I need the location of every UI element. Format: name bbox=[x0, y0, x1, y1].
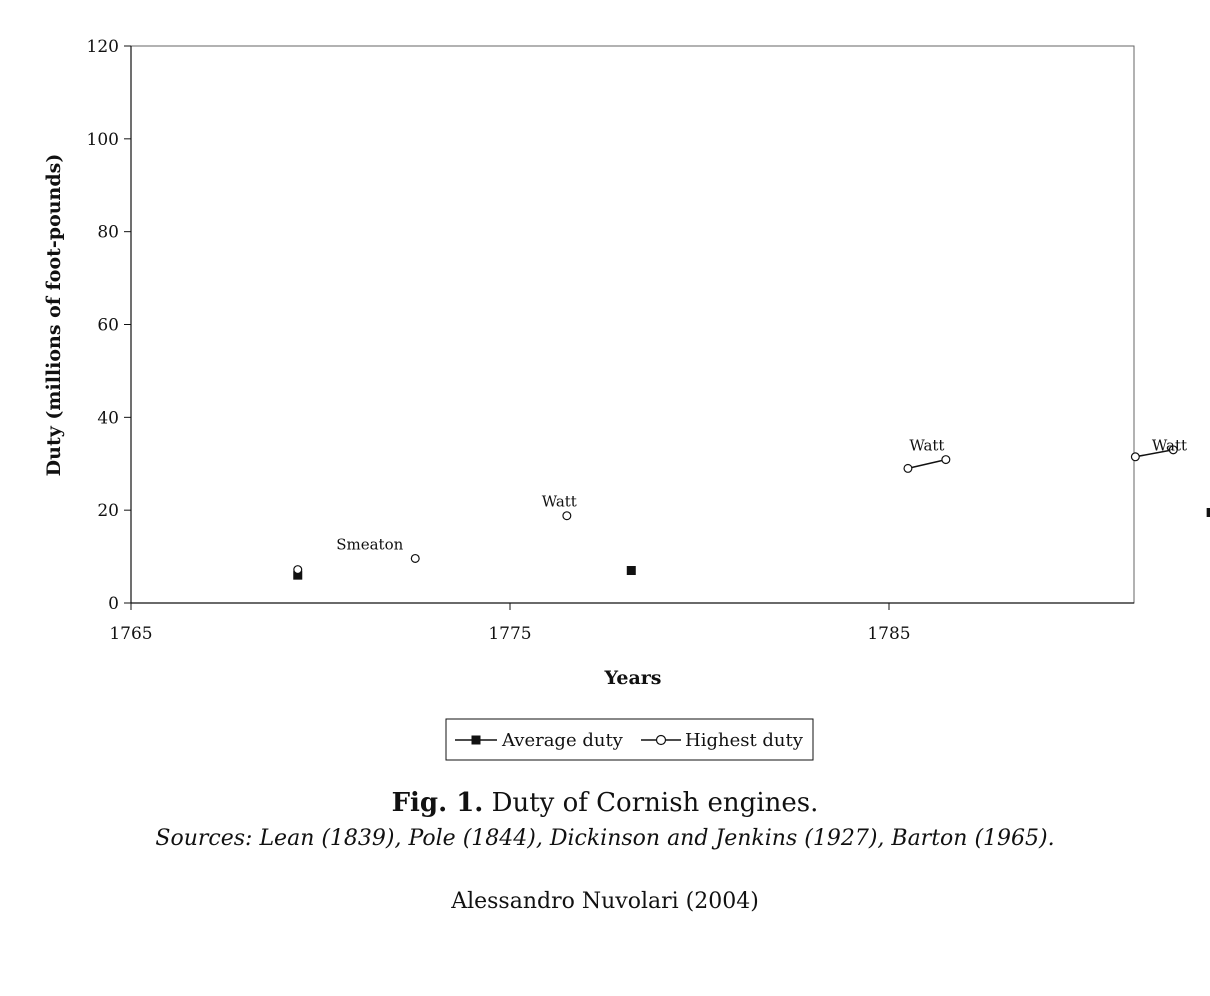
x-axis-title: Years bbox=[603, 667, 661, 689]
y-tick-label: 20 bbox=[97, 501, 119, 521]
y-tick-label: 120 bbox=[87, 37, 119, 57]
y-tick-label: 80 bbox=[97, 223, 119, 243]
figure-title: Duty of Cornish engines. bbox=[491, 788, 819, 818]
figure-author: Alessandro Nuvolari (2004) bbox=[451, 889, 759, 914]
point-highest-duty bbox=[293, 565, 303, 575]
legend: Average duty Highest duty bbox=[445, 718, 814, 761]
legend-label-highest-duty: Highest duty bbox=[685, 730, 804, 751]
annotation-label: Watt bbox=[542, 492, 577, 510]
x-tick-label: 1775 bbox=[488, 624, 531, 644]
legend-swatch-marker-average bbox=[471, 735, 481, 745]
y-tick-label: 0 bbox=[108, 594, 119, 614]
y-tick-label: 40 bbox=[97, 408, 119, 428]
plot-area-frame bbox=[130, 45, 1135, 604]
y-axis-title: Duty (millions of foot-pounds) bbox=[43, 154, 65, 477]
point-average-duty bbox=[1206, 507, 1210, 517]
legend-label-average-duty: Average duty bbox=[501, 730, 624, 751]
point-highest-duty bbox=[562, 511, 572, 521]
figure-caption: Fig. 1. Duty of Cornish engines. bbox=[0, 788, 1210, 818]
axes: 0204060801001201765177517851795180518151… bbox=[87, 37, 1135, 644]
x-tick-label: 1785 bbox=[867, 624, 910, 644]
annotation-label: Smeaton bbox=[336, 536, 403, 554]
point-average-duty bbox=[626, 566, 636, 576]
point-highest-duty bbox=[1130, 452, 1140, 462]
series-layer bbox=[293, 445, 1210, 580]
figure-sources: Sources: Lean (1839), Pole (1844), Dicki… bbox=[155, 826, 1055, 851]
annotation-label: Watt bbox=[909, 436, 944, 454]
annotations: SmeatonWattWattWattWatt1800: Expirationo… bbox=[336, 436, 1187, 554]
series-line-highest bbox=[1135, 449, 1174, 458]
point-highest-duty bbox=[903, 463, 913, 473]
legend-box bbox=[445, 718, 814, 761]
y-tick-label: 60 bbox=[97, 316, 119, 336]
duty-chart: 0204060801001201765177517851795180518151… bbox=[43, 37, 1210, 761]
figure-number: Fig. 1. bbox=[391, 788, 484, 818]
point-highest-duty bbox=[1168, 445, 1178, 455]
point-highest-duty bbox=[410, 553, 420, 563]
legend-swatch-marker-highest bbox=[655, 734, 667, 746]
x-tick-label: 1765 bbox=[109, 624, 152, 644]
annotation-label: Watt bbox=[1152, 436, 1187, 454]
point-highest-duty bbox=[941, 455, 951, 465]
point-average-duty bbox=[293, 570, 303, 580]
series-line-highest bbox=[907, 458, 947, 470]
y-tick-label: 100 bbox=[87, 130, 119, 150]
